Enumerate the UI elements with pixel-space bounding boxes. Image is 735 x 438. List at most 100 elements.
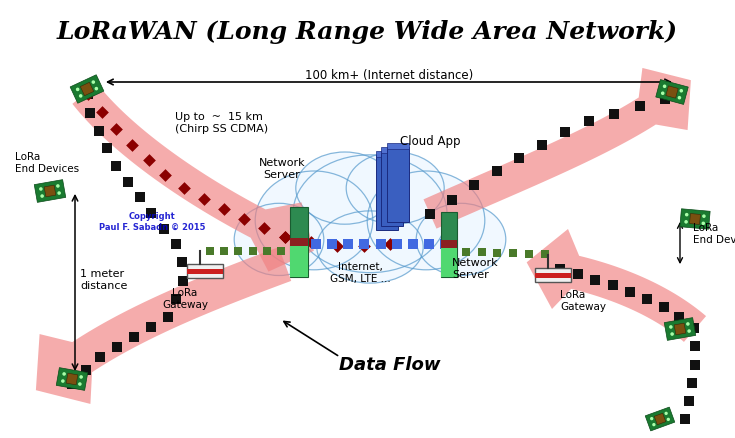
Polygon shape	[36, 247, 291, 404]
Point	[514, 155, 526, 162]
Point	[343, 241, 354, 248]
Ellipse shape	[234, 204, 324, 276]
Point	[279, 234, 291, 241]
Point	[468, 183, 480, 190]
FancyBboxPatch shape	[290, 208, 308, 277]
FancyBboxPatch shape	[80, 83, 93, 96]
Point	[305, 239, 317, 246]
FancyBboxPatch shape	[290, 238, 308, 247]
Circle shape	[79, 383, 81, 385]
Point	[658, 304, 670, 311]
FancyBboxPatch shape	[441, 212, 457, 277]
Point	[634, 104, 645, 111]
Point	[446, 197, 458, 204]
Circle shape	[686, 214, 688, 216]
Point	[609, 111, 620, 118]
Text: LoRaWAN (Long Range Wide Area Network): LoRaWAN (Long Range Wide Area Network)	[57, 20, 678, 44]
Point	[589, 276, 601, 283]
Point	[679, 416, 691, 423]
Text: LoRa
End Devices: LoRa End Devices	[693, 223, 735, 244]
Circle shape	[688, 330, 690, 332]
Point	[326, 241, 338, 248]
Point	[492, 249, 503, 256]
Point	[584, 119, 595, 126]
Point	[275, 248, 287, 255]
Point	[460, 248, 472, 255]
Point	[129, 334, 140, 341]
Point	[559, 130, 571, 137]
Point	[110, 163, 122, 170]
Point	[232, 248, 244, 255]
Circle shape	[41, 195, 43, 198]
Circle shape	[96, 88, 98, 91]
Point	[491, 168, 503, 175]
FancyBboxPatch shape	[674, 323, 686, 335]
Point	[391, 241, 403, 248]
Point	[66, 381, 78, 388]
FancyBboxPatch shape	[654, 413, 666, 425]
Point	[689, 361, 701, 368]
FancyBboxPatch shape	[387, 147, 409, 222]
Point	[423, 241, 435, 248]
Point	[289, 248, 301, 255]
FancyBboxPatch shape	[381, 151, 403, 226]
Ellipse shape	[255, 172, 373, 270]
FancyBboxPatch shape	[441, 240, 457, 248]
FancyBboxPatch shape	[66, 373, 78, 385]
FancyBboxPatch shape	[44, 186, 56, 198]
Point	[607, 282, 619, 289]
Point	[170, 241, 182, 248]
Point	[688, 325, 700, 332]
Point	[539, 251, 551, 258]
Ellipse shape	[346, 153, 444, 225]
Circle shape	[653, 424, 655, 426]
Point	[247, 248, 259, 255]
FancyBboxPatch shape	[70, 76, 104, 104]
Ellipse shape	[416, 204, 506, 276]
Text: Network
Server: Network Server	[452, 258, 498, 279]
Ellipse shape	[293, 155, 447, 273]
Circle shape	[662, 93, 664, 95]
FancyBboxPatch shape	[656, 81, 688, 105]
Point	[686, 379, 698, 386]
Point	[177, 278, 189, 285]
Circle shape	[63, 373, 65, 375]
Point	[279, 234, 291, 241]
Circle shape	[62, 380, 64, 382]
Text: 100 km+ (Internet distance): 100 km+ (Internet distance)	[305, 69, 473, 82]
FancyBboxPatch shape	[689, 214, 700, 225]
Point	[112, 343, 123, 350]
Point	[384, 241, 396, 248]
Polygon shape	[72, 85, 314, 272]
Circle shape	[79, 95, 82, 98]
Point	[537, 142, 548, 149]
Point	[407, 241, 419, 248]
Point	[359, 241, 370, 248]
Text: Network
Server: Network Server	[259, 158, 305, 179]
Point	[218, 248, 230, 255]
Point	[126, 142, 138, 149]
FancyBboxPatch shape	[187, 269, 223, 274]
Circle shape	[685, 221, 687, 223]
Circle shape	[58, 193, 60, 194]
Circle shape	[667, 418, 670, 420]
Point	[159, 173, 171, 180]
Point	[507, 250, 519, 257]
Point	[554, 266, 566, 273]
Point	[94, 353, 106, 360]
Circle shape	[665, 413, 667, 414]
FancyBboxPatch shape	[381, 147, 403, 153]
Point	[170, 296, 182, 303]
Point	[110, 127, 122, 134]
FancyBboxPatch shape	[35, 180, 65, 203]
Point	[310, 241, 322, 248]
Circle shape	[57, 185, 59, 187]
Point	[85, 110, 96, 117]
FancyBboxPatch shape	[535, 268, 571, 283]
Point	[176, 259, 188, 266]
Polygon shape	[527, 230, 706, 342]
Point	[642, 296, 653, 303]
FancyBboxPatch shape	[376, 151, 398, 157]
Circle shape	[702, 223, 704, 225]
Point	[358, 243, 370, 250]
